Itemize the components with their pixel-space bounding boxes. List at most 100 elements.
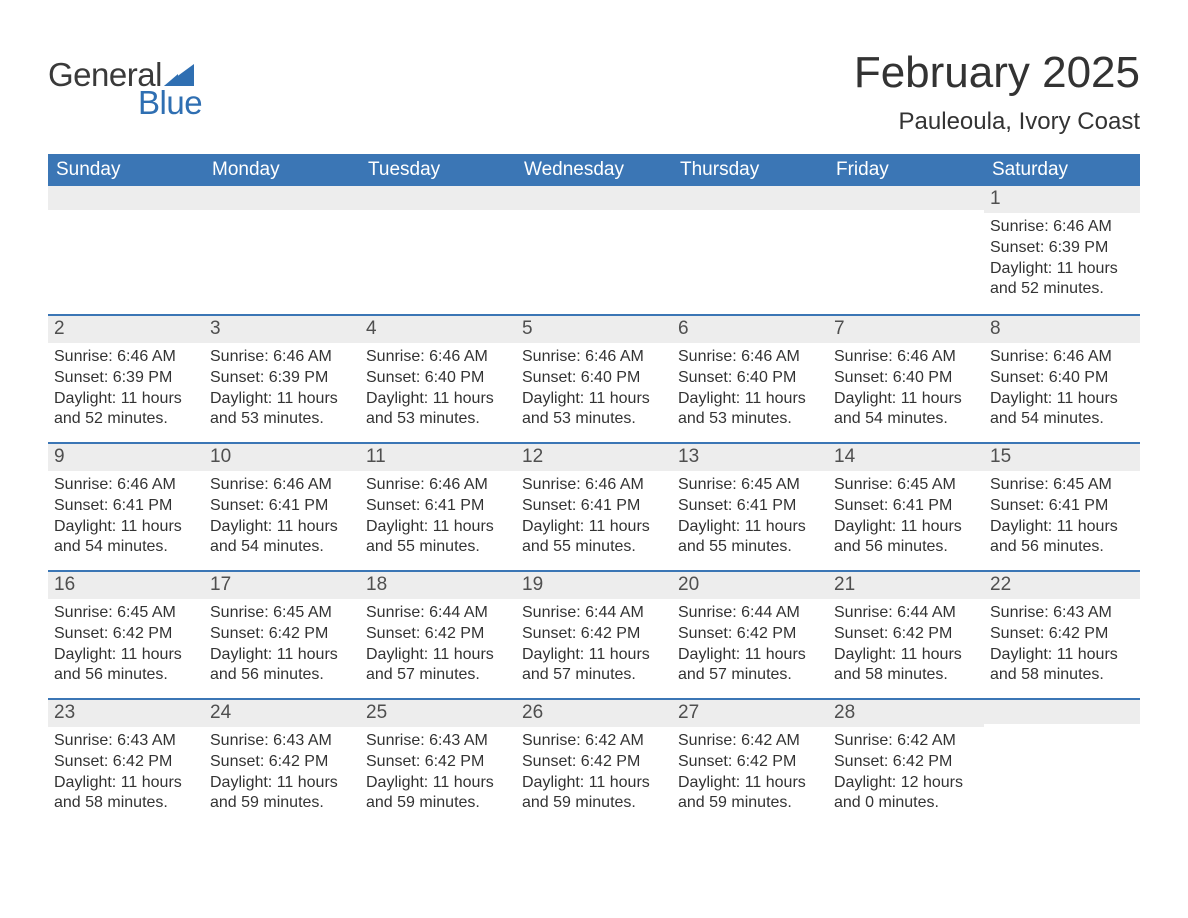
sunset-text: Sunset: 6:40 PM [522,368,666,389]
dow-tuesday: Tuesday [360,154,516,186]
sunrise-text: Sunrise: 6:46 AM [54,475,198,496]
day-cell: 16Sunrise: 6:45 AMSunset: 6:42 PMDayligh… [48,572,204,698]
sunset-text: Sunset: 6:42 PM [366,752,510,773]
day-number: 8 [984,316,1140,343]
day-body: Sunrise: 6:46 AMSunset: 6:40 PMDaylight:… [360,343,516,440]
day-number [828,186,984,210]
day-number: 20 [672,572,828,599]
day-body: Sunrise: 6:46 AMSunset: 6:40 PMDaylight:… [516,343,672,440]
day-cell: 24Sunrise: 6:43 AMSunset: 6:42 PMDayligh… [204,700,360,826]
daylight-text: Daylight: 11 hours and 53 minutes. [522,389,666,431]
sunset-text: Sunset: 6:42 PM [678,752,822,773]
sunrise-text: Sunrise: 6:46 AM [366,347,510,368]
day-number: 3 [204,316,360,343]
day-cell: 5Sunrise: 6:46 AMSunset: 6:40 PMDaylight… [516,316,672,442]
day-number: 25 [360,700,516,727]
day-cell: 8Sunrise: 6:46 AMSunset: 6:40 PMDaylight… [984,316,1140,442]
weeks-container: 1Sunrise: 6:46 AMSunset: 6:39 PMDaylight… [48,186,1140,826]
sunrise-text: Sunrise: 6:44 AM [678,603,822,624]
day-number [516,186,672,210]
sunrise-text: Sunrise: 6:46 AM [678,347,822,368]
dow-saturday: Saturday [984,154,1140,186]
daylight-text: Daylight: 11 hours and 58 minutes. [54,773,198,815]
page-title: February 2025 [854,48,1140,98]
daylight-text: Daylight: 11 hours and 55 minutes. [678,517,822,559]
sunset-text: Sunset: 6:41 PM [366,496,510,517]
calendar-table: Sunday Monday Tuesday Wednesday Thursday… [48,154,1140,826]
day-body: Sunrise: 6:46 AMSunset: 6:39 PMDaylight:… [48,343,204,440]
day-cell: 4Sunrise: 6:46 AMSunset: 6:40 PMDaylight… [360,316,516,442]
sunset-text: Sunset: 6:42 PM [522,624,666,645]
day-cell: 1Sunrise: 6:46 AMSunset: 6:39 PMDaylight… [984,186,1140,314]
day-body: Sunrise: 6:45 AMSunset: 6:42 PMDaylight:… [48,599,204,696]
sunrise-text: Sunrise: 6:43 AM [366,731,510,752]
sunset-text: Sunset: 6:42 PM [522,752,666,773]
daylight-text: Daylight: 11 hours and 58 minutes. [990,645,1134,687]
sunrise-text: Sunrise: 6:46 AM [522,475,666,496]
sunset-text: Sunset: 6:42 PM [210,624,354,645]
daylight-text: Daylight: 11 hours and 56 minutes. [834,517,978,559]
day-cell: 9Sunrise: 6:46 AMSunset: 6:41 PMDaylight… [48,444,204,570]
day-number: 1 [984,186,1140,213]
day-number [204,186,360,210]
day-cell: 13Sunrise: 6:45 AMSunset: 6:41 PMDayligh… [672,444,828,570]
sunrise-text: Sunrise: 6:46 AM [366,475,510,496]
day-number: 12 [516,444,672,471]
day-number: 2 [48,316,204,343]
sunset-text: Sunset: 6:42 PM [834,624,978,645]
sunset-text: Sunset: 6:41 PM [990,496,1134,517]
day-number [672,186,828,210]
day-number [48,186,204,210]
day-number [984,700,1140,724]
day-body: Sunrise: 6:46 AMSunset: 6:39 PMDaylight:… [204,343,360,440]
dow-friday: Friday [828,154,984,186]
sunset-text: Sunset: 6:42 PM [54,624,198,645]
day-body: Sunrise: 6:46 AMSunset: 6:41 PMDaylight:… [360,471,516,568]
week-row: 9Sunrise: 6:46 AMSunset: 6:41 PMDaylight… [48,442,1140,570]
sunset-text: Sunset: 6:40 PM [678,368,822,389]
day-body: Sunrise: 6:45 AMSunset: 6:41 PMDaylight:… [672,471,828,568]
day-body: Sunrise: 6:43 AMSunset: 6:42 PMDaylight:… [48,727,204,824]
day-body: Sunrise: 6:46 AMSunset: 6:41 PMDaylight:… [48,471,204,568]
day-number: 21 [828,572,984,599]
logo-text-blue: Blue [138,84,202,122]
week-row: 2Sunrise: 6:46 AMSunset: 6:39 PMDaylight… [48,314,1140,442]
daylight-text: Daylight: 11 hours and 59 minutes. [210,773,354,815]
day-body: Sunrise: 6:42 AMSunset: 6:42 PMDaylight:… [828,727,984,824]
day-cell [360,186,516,314]
day-cell: 10Sunrise: 6:46 AMSunset: 6:41 PMDayligh… [204,444,360,570]
day-cell: 25Sunrise: 6:43 AMSunset: 6:42 PMDayligh… [360,700,516,826]
daylight-text: Daylight: 11 hours and 57 minutes. [522,645,666,687]
day-number: 17 [204,572,360,599]
daylight-text: Daylight: 11 hours and 54 minutes. [990,389,1134,431]
header-row: General Blue February 2025 Pauleoula, Iv… [48,30,1140,136]
sunset-text: Sunset: 6:41 PM [54,496,198,517]
day-cell: 19Sunrise: 6:44 AMSunset: 6:42 PMDayligh… [516,572,672,698]
day-cell: 17Sunrise: 6:45 AMSunset: 6:42 PMDayligh… [204,572,360,698]
sunrise-text: Sunrise: 6:44 AM [366,603,510,624]
sunrise-text: Sunrise: 6:44 AM [834,603,978,624]
sunrise-text: Sunrise: 6:46 AM [834,347,978,368]
day-body: Sunrise: 6:44 AMSunset: 6:42 PMDaylight:… [672,599,828,696]
calendar-page: General Blue February 2025 Pauleoula, Iv… [0,0,1188,826]
day-cell: 22Sunrise: 6:43 AMSunset: 6:42 PMDayligh… [984,572,1140,698]
daylight-text: Daylight: 11 hours and 53 minutes. [210,389,354,431]
day-body: Sunrise: 6:46 AMSunset: 6:39 PMDaylight:… [984,213,1140,310]
daylight-text: Daylight: 11 hours and 53 minutes. [678,389,822,431]
day-number: 13 [672,444,828,471]
daylight-text: Daylight: 11 hours and 52 minutes. [54,389,198,431]
day-body: Sunrise: 6:44 AMSunset: 6:42 PMDaylight:… [360,599,516,696]
dow-monday: Monday [204,154,360,186]
sunrise-text: Sunrise: 6:43 AM [54,731,198,752]
day-number: 11 [360,444,516,471]
day-cell: 27Sunrise: 6:42 AMSunset: 6:42 PMDayligh… [672,700,828,826]
daylight-text: Daylight: 11 hours and 54 minutes. [834,389,978,431]
day-body: Sunrise: 6:43 AMSunset: 6:42 PMDaylight:… [360,727,516,824]
day-body: Sunrise: 6:42 AMSunset: 6:42 PMDaylight:… [672,727,828,824]
sunrise-text: Sunrise: 6:45 AM [834,475,978,496]
day-number: 24 [204,700,360,727]
day-cell: 20Sunrise: 6:44 AMSunset: 6:42 PMDayligh… [672,572,828,698]
title-block: February 2025 Pauleoula, Ivory Coast [854,48,1140,136]
daylight-text: Daylight: 11 hours and 54 minutes. [54,517,198,559]
sunset-text: Sunset: 6:41 PM [678,496,822,517]
